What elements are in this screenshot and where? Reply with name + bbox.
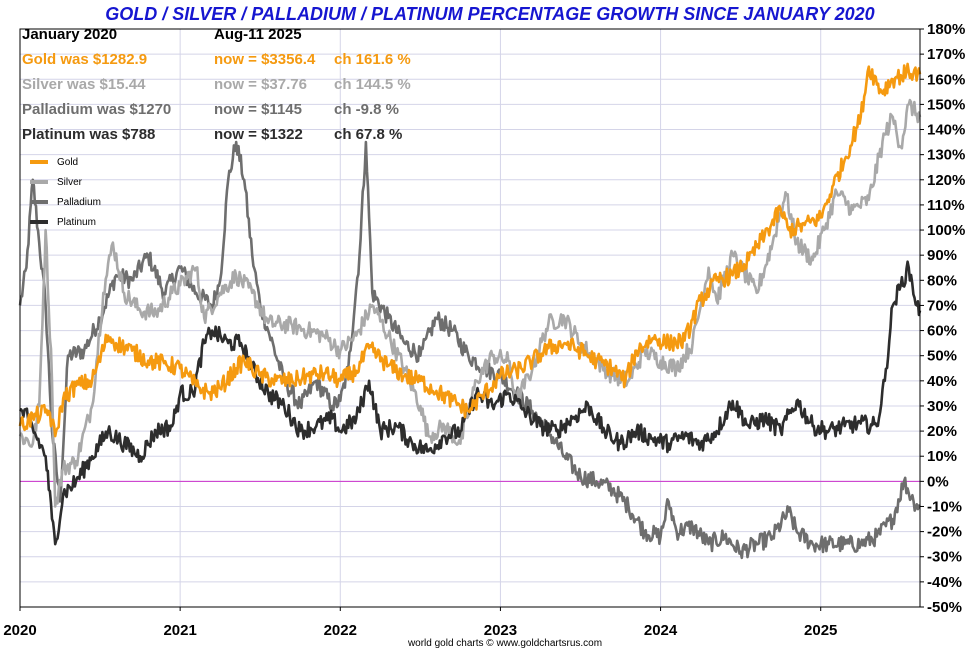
y-tick-label: 160% bbox=[927, 71, 965, 88]
y-tick-label: -40% bbox=[927, 574, 962, 591]
y-tick-label: -20% bbox=[927, 524, 962, 541]
gold-change: ch 161.6 % bbox=[334, 51, 411, 68]
plot-frame bbox=[19, 28, 921, 608]
x-tick-label: 2022 bbox=[324, 622, 357, 639]
chart-title: GOLD / SILVER / PALLADIUM / PLATINUM PER… bbox=[105, 4, 874, 24]
silver-now: now = $37.76 bbox=[214, 76, 307, 93]
y-tick-label: 40% bbox=[927, 373, 957, 390]
gold-was: Gold was $1282.9 bbox=[22, 51, 147, 68]
price-info-table: January 2020 Aug-11 2025 Gold was $1282.… bbox=[22, 26, 411, 143]
legend-label-silver: Silver bbox=[57, 177, 83, 188]
series-layer bbox=[18, 62, 922, 560]
x-axis: 2020 2021 2022 2023 2024 2025 bbox=[3, 607, 837, 639]
y-tick-label: 150% bbox=[927, 96, 965, 113]
y-tick-label: 70% bbox=[927, 297, 957, 314]
y-tick-label: 180% bbox=[927, 21, 965, 38]
info-header-start: January 2020 bbox=[22, 26, 117, 43]
y-tick-label: 130% bbox=[927, 147, 965, 164]
chart-credit: world gold charts © www.goldchartsrus.co… bbox=[407, 638, 602, 649]
y-axis: 180% 170% 160% 150% 140% 130% 120% 110% 100% 90% 8… bbox=[920, 21, 965, 616]
y-tick-label: -10% bbox=[927, 498, 962, 515]
y-tick-label: 80% bbox=[927, 272, 957, 289]
palladium-change: ch -9.8 % bbox=[334, 101, 399, 118]
platinum-was: Platinum was $788 bbox=[22, 126, 155, 143]
platinum-change: ch 67.8 % bbox=[334, 126, 402, 143]
series-line-gold bbox=[18, 62, 922, 438]
y-tick-label: 140% bbox=[927, 122, 965, 139]
gold-now: now = $3356.4 bbox=[214, 51, 316, 68]
y-tick-label: -50% bbox=[927, 599, 962, 616]
silver-change: ch 144.5 % bbox=[334, 76, 411, 93]
info-header-end: Aug-11 2025 bbox=[214, 26, 302, 43]
y-tick-label: 120% bbox=[927, 172, 965, 189]
y-tick-label: 60% bbox=[927, 323, 957, 340]
x-tick-label: 2020 bbox=[3, 622, 36, 639]
palladium-now: now = $1145 bbox=[214, 101, 302, 118]
platinum-now: now = $1322 bbox=[214, 126, 303, 143]
y-tick-label: 30% bbox=[927, 398, 957, 415]
y-tick-label: 0% bbox=[927, 473, 949, 490]
y-tick-label: 90% bbox=[927, 247, 957, 264]
palladium-was: Palladium was $1270 bbox=[22, 101, 171, 118]
y-tick-label: 20% bbox=[927, 423, 957, 440]
series-line-platinum bbox=[18, 260, 922, 546]
x-tick-label: 2024 bbox=[644, 622, 678, 639]
y-tick-label: 10% bbox=[927, 448, 957, 465]
chart-legend: Gold Silver Palladium Platinum bbox=[30, 157, 101, 228]
legend-label-gold: Gold bbox=[57, 157, 78, 168]
y-tick-label: 50% bbox=[927, 348, 957, 365]
y-tick-label: -30% bbox=[927, 549, 962, 566]
silver-was: Silver was $15.44 bbox=[22, 76, 146, 93]
y-tick-label: 110% bbox=[927, 197, 965, 214]
x-tick-label: 2025 bbox=[804, 622, 837, 639]
x-tick-label: 2021 bbox=[163, 622, 196, 639]
series-line-palladium bbox=[18, 140, 921, 560]
y-tick-label: 170% bbox=[927, 46, 965, 63]
x-tick-label: 2023 bbox=[484, 622, 517, 639]
legend-label-platinum: Platinum bbox=[57, 217, 96, 228]
legend-label-palladium: Palladium bbox=[57, 197, 101, 208]
y-tick-label: 100% bbox=[927, 222, 965, 239]
